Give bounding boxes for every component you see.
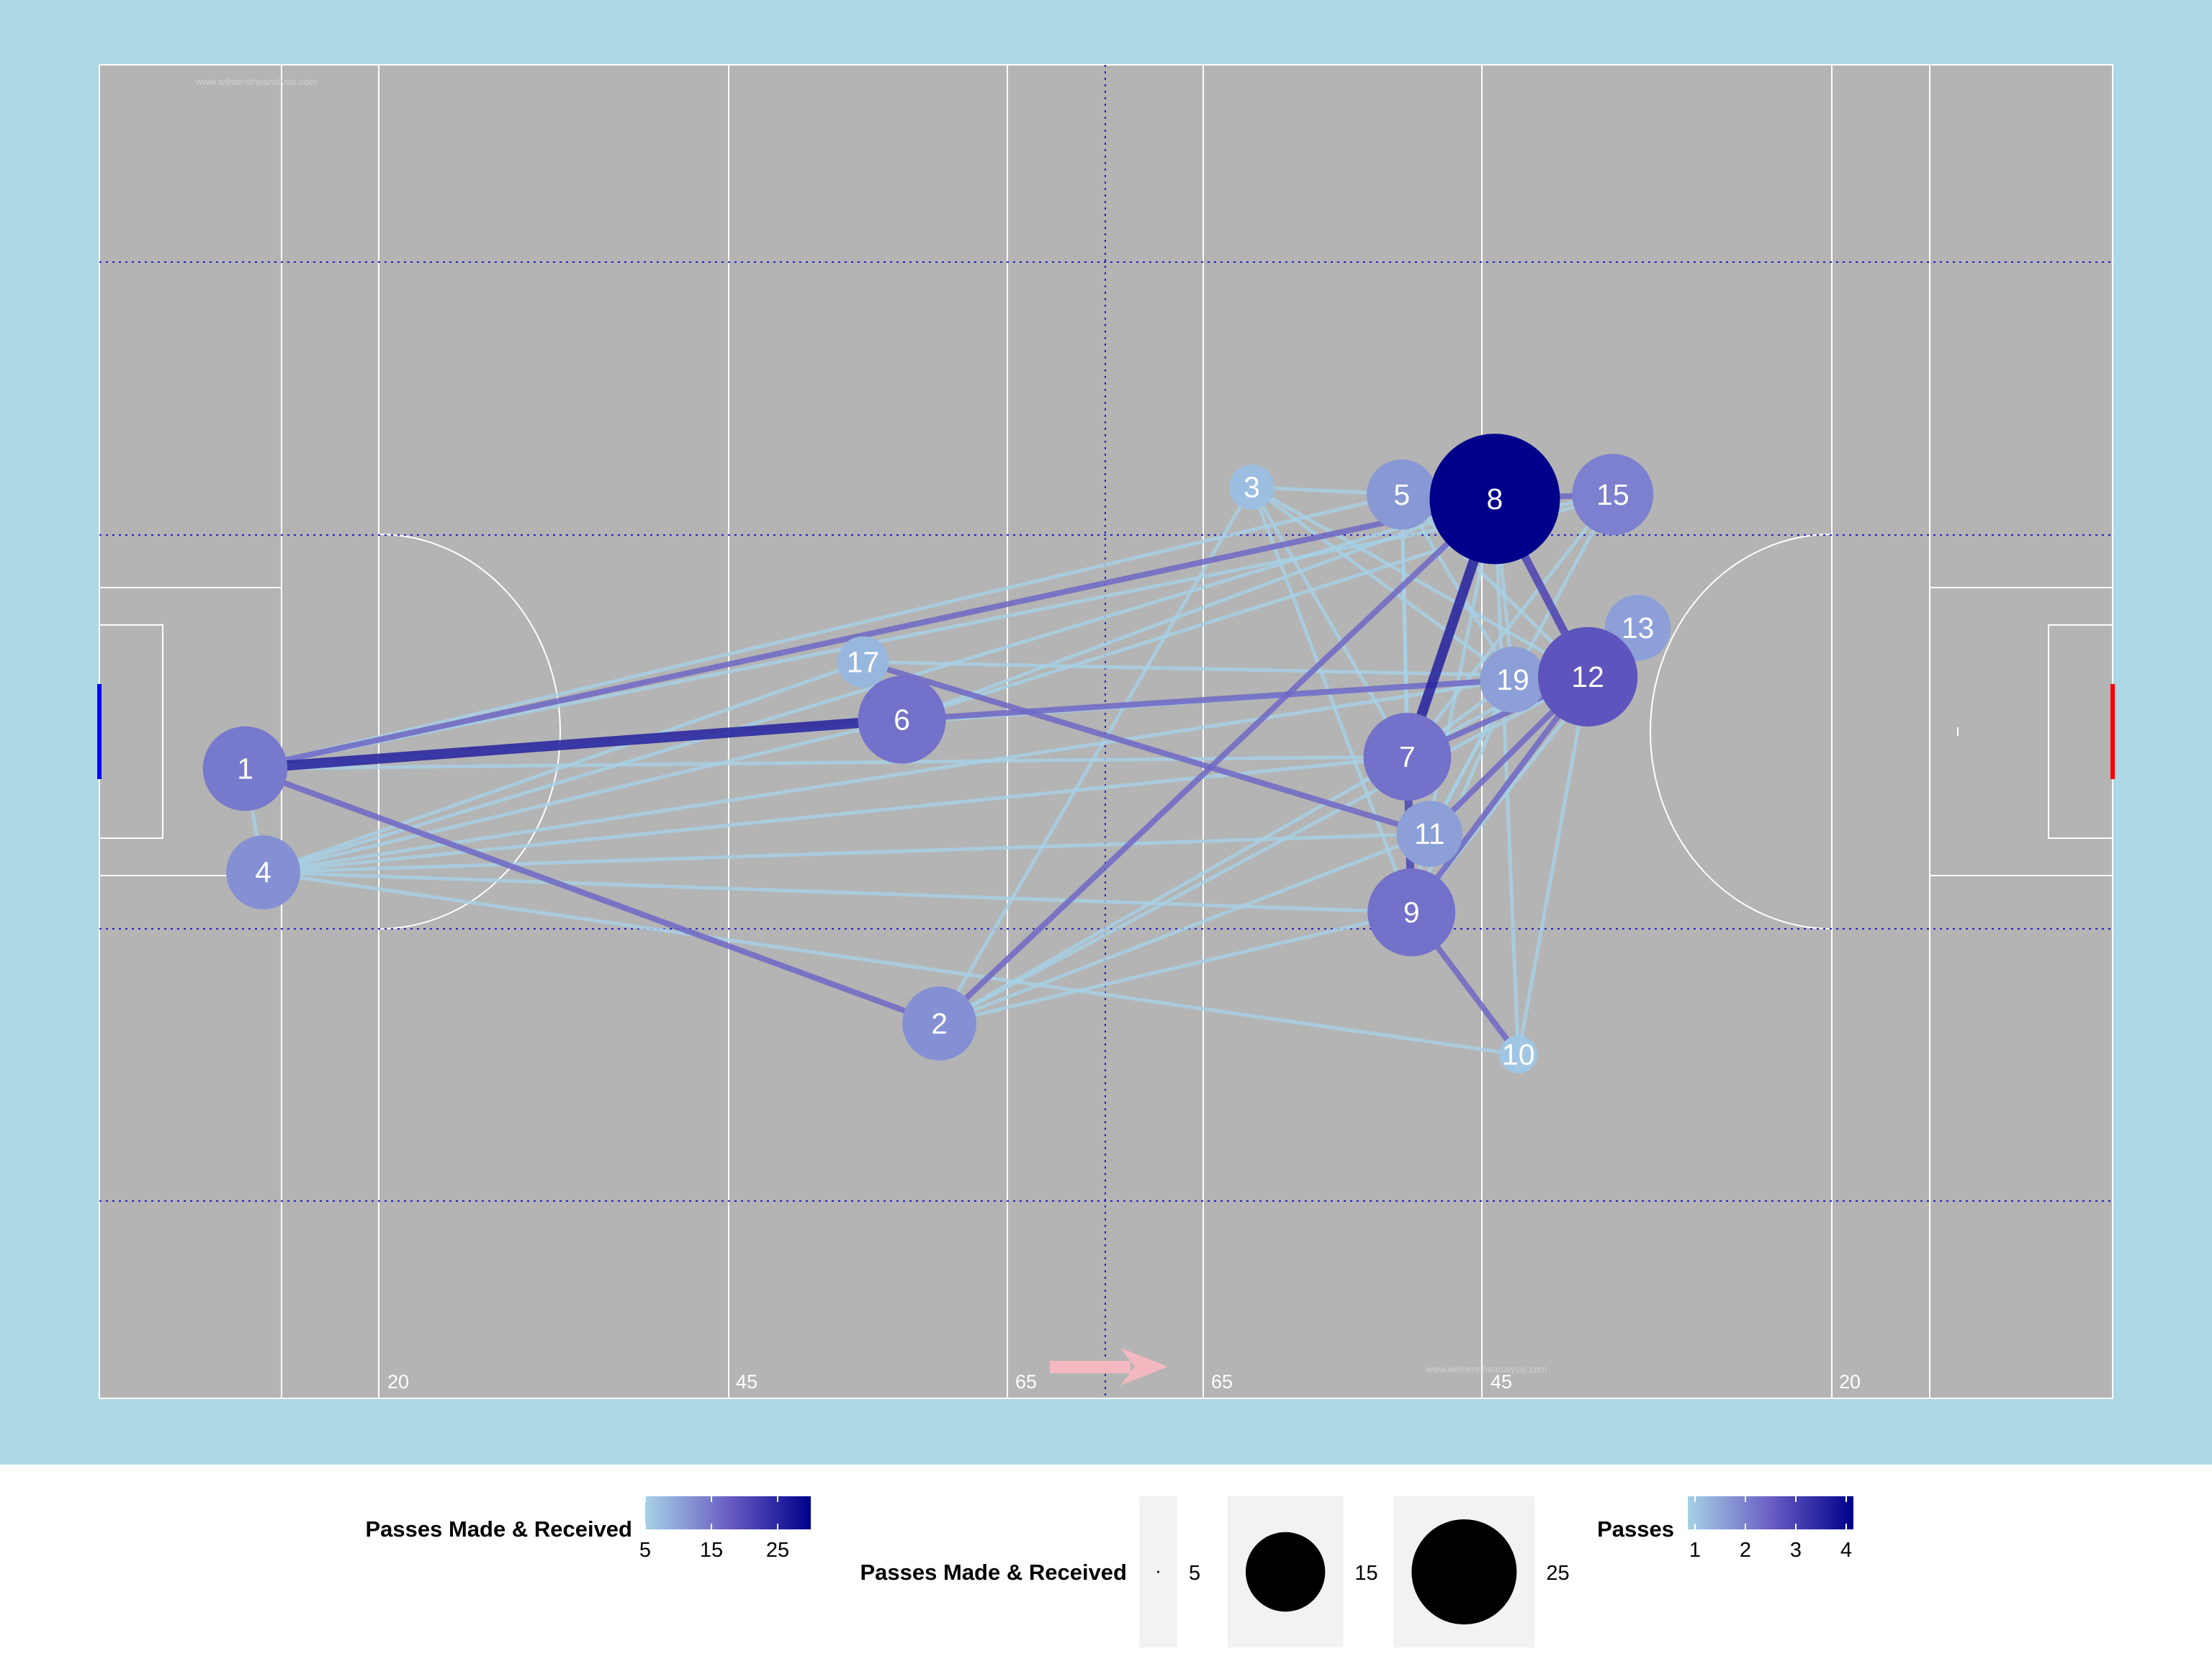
player-node: [1396, 801, 1463, 867]
pass-edge: [938, 486, 1254, 1025]
player-node: [1367, 459, 1437, 530]
player-node-label: 8: [1487, 482, 1503, 516]
size-legend-circle: [1411, 1519, 1517, 1624]
yard-marker: 20: [387, 1371, 409, 1393]
pass-edge: [938, 675, 1589, 1025]
edge-color-legend-title: Passes: [1597, 1516, 1674, 1542]
legend-tick-label: 15: [1354, 1562, 1377, 1585]
player-node-label: 11: [1414, 817, 1445, 850]
player-node: [858, 675, 946, 764]
player-node-label: 9: [1403, 896, 1420, 929]
node-size-legend-title: Passes Made & Received: [860, 1560, 1128, 1585]
player-node: [1429, 433, 1560, 565]
pass-edge: [244, 765, 940, 1027]
yard-marker: 65: [1211, 1371, 1233, 1393]
player-node: [1363, 713, 1452, 801]
player-node: [226, 835, 300, 909]
edge-color-colorbar: [1688, 1496, 1853, 1529]
player-node: [1572, 454, 1654, 536]
yard-marker: 45: [1491, 1371, 1512, 1393]
legend-tick-label: 4: [1840, 1539, 1852, 1562]
legend-tick-label: 25: [1546, 1562, 1569, 1585]
player-node: [1537, 626, 1638, 727]
node-size-legend: Passes Made & Received 5 15 25: [860, 1496, 1570, 1647]
node-color-legend: Passes Made & Received 5 15 25: [366, 1496, 811, 1562]
player-node: [1229, 464, 1274, 510]
player-node: [837, 636, 889, 688]
player-node-label: 7: [1399, 740, 1416, 773]
pass-edge: [938, 832, 1431, 1025]
legend-tick-label: 5: [639, 1539, 651, 1562]
pass-edge: [1250, 485, 1514, 681]
player-node-label: 4: [255, 855, 271, 889]
size-legend-circle: [1157, 1570, 1159, 1573]
player-node-label: 1: [237, 752, 253, 785]
yard-markers: 20 45 65 65 45 20: [387, 1371, 1861, 1393]
pass-edge: [263, 832, 1430, 874]
pass-edge: [1493, 498, 1521, 1055]
pass-edge: [244, 493, 1403, 770]
pass-edge: [1406, 493, 1614, 758]
pass-edge: [263, 678, 1514, 874]
player-node-label: 2: [931, 1007, 948, 1040]
watermark-top: www.wilmerstheanalysis.com: [195, 76, 317, 87]
pass-edge: [263, 870, 1412, 914]
player-node-label: 3: [1244, 470, 1260, 503]
player-node-label: 13: [1622, 611, 1655, 644]
player-node-label: 6: [894, 703, 910, 737]
player-node-label: 19: [1496, 663, 1529, 696]
yard-marker: 45: [736, 1371, 757, 1393]
pass-edge: [901, 497, 1496, 721]
edge-color-legend: Passes 1 2 3 4: [1597, 1496, 1853, 1562]
pass-edge: [263, 755, 1408, 874]
player-node-label: 17: [847, 645, 880, 678]
pass-edge: [902, 676, 1514, 723]
player-node-label: 12: [1571, 660, 1604, 693]
player-node: [1367, 868, 1456, 957]
pass-edge: [1516, 676, 1590, 1056]
size-legend-circle: [1246, 1532, 1326, 1612]
legend-tick-label: 5: [1189, 1562, 1200, 1585]
player-node: [1480, 647, 1546, 713]
player-node: [202, 726, 288, 811]
pass-edge: [862, 659, 1431, 837]
pass-edge: [262, 718, 903, 874]
player-node: [902, 986, 977, 1061]
pass-edge: [262, 660, 864, 874]
player-node-label: 15: [1596, 478, 1629, 511]
pass-edge: [1400, 493, 1515, 681]
pass-edge: [1250, 486, 1409, 758]
yard-marker: 65: [1015, 1371, 1037, 1393]
legend-tick-label: 3: [1790, 1539, 1802, 1562]
right-goal-marker: [2110, 684, 2115, 779]
legend-tick-label: 15: [700, 1539, 723, 1562]
node-color-legend-title: Passes Made & Received: [366, 1516, 633, 1542]
player-node-label: 10: [1502, 1038, 1535, 1071]
player-node-label: 5: [1393, 478, 1410, 511]
pass-edge: [1250, 486, 1413, 913]
node-color-colorbar: [645, 1496, 811, 1529]
direction-arrow-icon: [1050, 1348, 1168, 1385]
pass-edge: [244, 496, 1496, 772]
pass-edge: [263, 871, 1519, 1057]
pass-edge: [863, 660, 1588, 679]
pass-edge: [937, 497, 1497, 1026]
legend-tick-label: 2: [1740, 1539, 1751, 1562]
yard-marker: 20: [1839, 1371, 1861, 1393]
player-node: [1499, 1035, 1538, 1074]
legend-tick-label: 1: [1689, 1539, 1701, 1562]
pass-edge: [244, 714, 903, 774]
pass-edge: [939, 910, 1412, 1025]
legend-tick-label: 25: [766, 1539, 789, 1562]
watermark-bottom: www.wilmerstheanalysis.com: [1425, 1364, 1547, 1375]
left-goal-marker: [97, 684, 102, 779]
pass-edge: [245, 755, 1408, 770]
